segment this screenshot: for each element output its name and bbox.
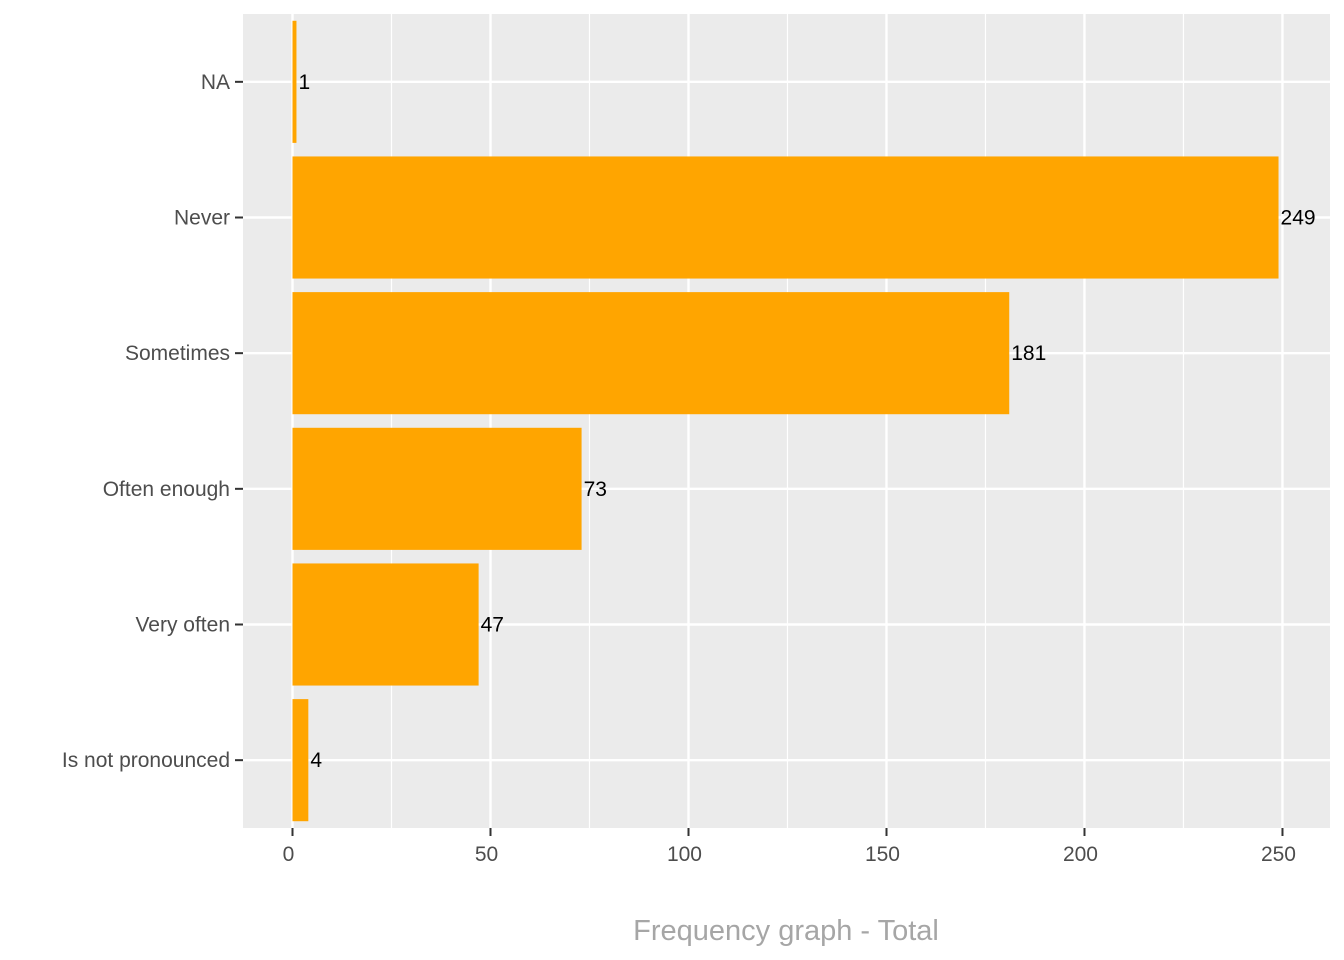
plot-panel: [243, 14, 1330, 828]
x-axis-title: Frequency graph - Total: [633, 915, 939, 947]
data-label: 249: [1281, 207, 1316, 230]
x-tick-label: 0: [283, 843, 295, 866]
bar: [292, 20, 297, 143]
data-label: 181: [1011, 342, 1046, 365]
bar: [292, 292, 1010, 415]
y-tick-label: Never: [174, 207, 230, 230]
x-tick-label: 150: [865, 843, 900, 866]
data-label: 4: [310, 749, 322, 772]
bars: [292, 20, 1279, 822]
x-tick-label: 200: [1063, 843, 1098, 866]
y-tick-label: NA: [201, 71, 230, 94]
y-tick-label: Very often: [135, 614, 230, 637]
x-tick-label: 250: [1261, 843, 1296, 866]
y-tick-label: Often enough: [103, 478, 230, 501]
bar: [292, 563, 479, 686]
bar: [292, 699, 309, 822]
data-label: 47: [481, 614, 504, 637]
y-tick-label: Is not pronounced: [62, 749, 230, 772]
x-tick-label: 50: [475, 843, 498, 866]
data-label: 1: [298, 71, 310, 94]
bar: [292, 427, 582, 550]
y-tick-label: Sometimes: [125, 342, 230, 365]
x-tick-label: 100: [667, 843, 702, 866]
data-label: 73: [584, 478, 607, 501]
y-axis: NA Never Sometimes Often enough Very often Is…: [62, 71, 243, 772]
data-labels: 1 249 181 73 47 4: [298, 71, 1315, 772]
bar: [292, 156, 1279, 279]
x-axis: 0 50 100 150 200 250: [283, 828, 1296, 866]
